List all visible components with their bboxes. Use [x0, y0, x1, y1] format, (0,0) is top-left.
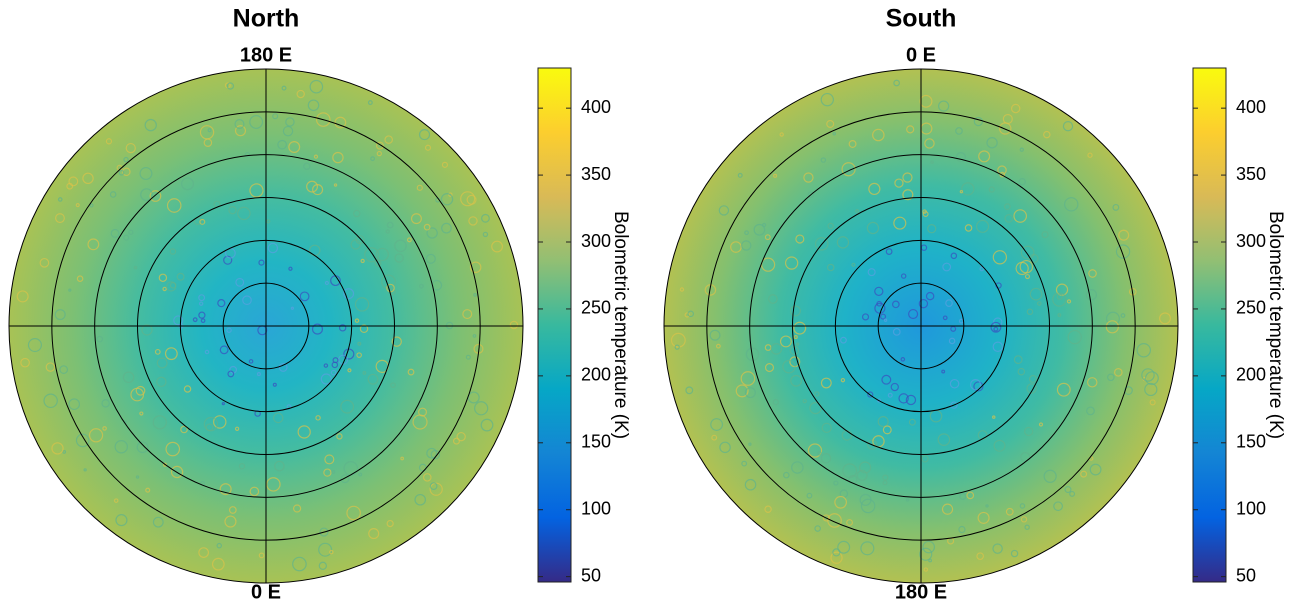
colorbar-tick-label: 400 [1236, 97, 1266, 117]
top-label: 0 E [906, 44, 936, 66]
colorbar [538, 68, 571, 582]
colorbar-tick-label: 50 [581, 565, 601, 585]
bottom-label: 0 E [251, 581, 281, 603]
map-title: South [886, 5, 957, 33]
bottom-label: 180 E [895, 581, 947, 603]
colorbar-tick-label: 250 [581, 298, 611, 318]
colorbar-tick-label: 300 [1236, 231, 1266, 251]
colorbar-tick-label: 250 [1236, 298, 1266, 318]
colorbar-tick-label: 200 [581, 365, 611, 385]
colorbar-tick-label: 300 [581, 231, 611, 251]
colorbar-label: Bolometric temperature (K) [1265, 211, 1286, 439]
colorbar-tick-label: 350 [1236, 164, 1266, 184]
colorbar-tick-label: 400 [581, 97, 611, 117]
top-label: 180 E [240, 44, 292, 66]
figure: North 180 E 0 E 50 100 150 200 250 300 350 400 Bolo… [0, 0, 1295, 606]
colorbar-tick-label: 150 [581, 432, 611, 452]
colorbar-tick-label: 100 [1236, 498, 1266, 518]
colorbar-tick-label: 150 [1236, 432, 1266, 452]
colorbar-tick-label: 350 [581, 164, 611, 184]
colorbar-tick-label: 50 [1236, 565, 1256, 585]
colorbar [1193, 68, 1226, 582]
colorbar-label: Bolometric temperature (K) [610, 211, 631, 439]
colorbar-tick-label: 200 [1236, 365, 1266, 385]
map-title: North [233, 5, 300, 33]
colorbar-tick-label: 100 [581, 498, 611, 518]
